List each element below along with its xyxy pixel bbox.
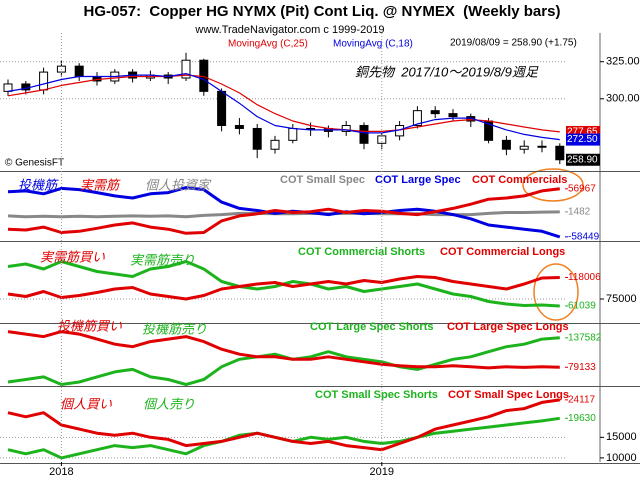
value-tag: 79133 [568, 362, 596, 373]
legend-entry: MovingAvg (C,18) [333, 39, 413, 50]
last-quote: 2019/08/09 = 258.90 (+1.75) [450, 38, 577, 49]
price-tag [566, 153, 600, 166]
candle-body [217, 90, 227, 126]
price-tag [566, 133, 600, 146]
value-tag: -58449 [568, 231, 600, 242]
candle-body [430, 110, 440, 115]
value-tag: 1482 [568, 207, 591, 218]
x-tick-label: 2019 [370, 466, 394, 478]
highlight-ellipse [522, 168, 584, 202]
annotation: 銅先物 2017/10～2019/8/9週足 [355, 64, 539, 79]
annotation: 投機筋買い [57, 318, 122, 333]
y-tick-label: 300.00 [606, 93, 640, 105]
legend-entry: COT Commercial Longs [440, 246, 565, 258]
value-tag: 137582 [568, 332, 602, 343]
candle-body [252, 127, 262, 150]
candle-body [3, 83, 13, 92]
legend-entry: COT Commercial Shorts [298, 246, 425, 258]
legend-entry: COT Large Spec [375, 174, 461, 186]
candle-body [537, 145, 547, 148]
candle-body [519, 145, 529, 150]
price-tag-label: 272.50 [567, 134, 598, 145]
candle-body [377, 135, 387, 144]
annotation: 実需筋買い [40, 249, 105, 264]
price-tag-label: 277.65 [567, 127, 598, 138]
candle-body [448, 113, 458, 118]
legend-entry: COT Small Spec Longs [448, 389, 569, 401]
series-line [7, 330, 560, 370]
x-tick-label: 2018 [49, 466, 73, 478]
value-tag: 61039 [568, 301, 596, 312]
legend-entry: COT Large Spec Shorts [310, 321, 433, 333]
candle-body [288, 127, 298, 141]
candle-body [412, 110, 422, 126]
annotation: 実需筋売り [130, 252, 195, 267]
value-tag: 24117 [568, 394, 596, 405]
candle-body [39, 71, 49, 91]
candle-body [234, 124, 244, 129]
series-line [7, 187, 560, 235]
value-tag: 56967 [568, 183, 596, 194]
value-tag: 118006 [568, 272, 601, 283]
y-tick-label: 325.00 [606, 56, 640, 68]
legend-entry: COT Small Spec Shorts [315, 389, 438, 401]
copyright: © GenesisFT [5, 158, 64, 169]
legend-entry: COT Large Spec Longs [447, 321, 569, 333]
candle-body [501, 139, 511, 150]
annotation: 投機筋 [18, 177, 59, 192]
y-tick-label: 10000 [606, 452, 637, 464]
candle-body [74, 65, 84, 78]
annotation: 個人売り [143, 396, 195, 411]
legend-entry: MovingAvg (C,25) [228, 39, 308, 50]
series-line [7, 74, 560, 133]
candle-body [359, 124, 369, 144]
legend-entry: COT Commercials [472, 174, 567, 186]
series-line [7, 73, 560, 141]
series-line [7, 275, 560, 301]
y-tick-label: 75000 [606, 293, 637, 305]
annotation: 個人買い [60, 396, 112, 411]
series-line [7, 398, 561, 452]
price-tag-label: 258.90 [567, 154, 598, 165]
highlight-ellipse [533, 263, 579, 321]
legend-entry: COT Small Spec [280, 174, 365, 186]
annotation: 投機筋売り [142, 321, 207, 336]
chart-subtitle: www.TradeNavigator.com c 1999-2019 [194, 24, 384, 36]
candle-body [555, 145, 565, 161]
annotation: 個人投資家 [145, 177, 212, 192]
candle-body [270, 139, 280, 150]
candle-body [181, 59, 191, 79]
annotation: 実需筋 [80, 177, 121, 192]
candle-body [341, 124, 351, 132]
chart-title: HG-057: Copper HG NYMX (Pit) Cont Liq. @… [84, 3, 561, 20]
value-tag: 19630 [568, 413, 596, 424]
y-tick-label: 15000 [606, 431, 637, 443]
